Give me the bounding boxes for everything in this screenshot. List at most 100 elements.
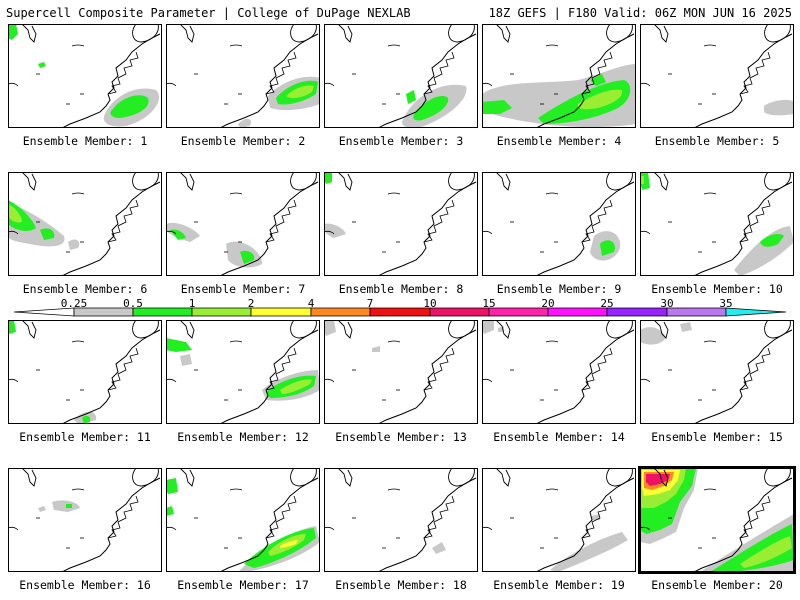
map-outline: [387, 192, 401, 195]
member-label: Ensemble Member: 17: [177, 578, 309, 592]
colorbar-swatch: [606, 307, 668, 317]
map-outline: [229, 192, 243, 195]
map-outline: [290, 172, 317, 191]
parameter-contour: [324, 320, 336, 336]
ensemble-map-panel: [482, 172, 636, 276]
parameter-contour: [734, 226, 794, 276]
map-outline: [324, 378, 335, 383]
member-label: Ensemble Member: 1: [22, 134, 148, 148]
map-outline: [179, 24, 195, 43]
map-outline: [324, 526, 335, 531]
map-outline: [166, 526, 177, 531]
map-outline: [534, 329, 635, 424]
map-outline: [581, 495, 613, 539]
map-outline: [107, 495, 139, 539]
colorbar-tick-label: 2: [247, 297, 255, 310]
map-outline: [703, 192, 717, 195]
member-label: Ensemble Member: 19: [493, 578, 625, 592]
map-outline: [166, 82, 177, 87]
parameter-contour: [238, 118, 252, 128]
member-label: Ensemble Member: 7: [180, 282, 306, 296]
map-outline: [581, 51, 613, 95]
map-outline: [703, 488, 717, 491]
map-outline: [290, 320, 317, 339]
map-outline: [534, 181, 635, 276]
panel-frame: [324, 172, 478, 276]
map-outline: [229, 340, 243, 343]
panel-frame: [482, 468, 636, 572]
map-outline: [495, 468, 511, 487]
map-outline: [218, 181, 319, 276]
map-outline: [132, 172, 159, 191]
colorbar-tick-label: 15: [482, 297, 496, 310]
colorbar-swatch: [488, 307, 549, 317]
map-outline: [60, 33, 161, 128]
map-outline: [692, 477, 793, 572]
run-info: 18Z GEFS | F180 Valid: 06Z MON JUN 16 20…: [488, 6, 792, 20]
ensemble-map-panel: [166, 172, 320, 276]
parameter-contour: [372, 346, 380, 352]
map-outline: [71, 44, 85, 47]
parameter-contour: [680, 322, 692, 332]
panel-frame: [166, 24, 320, 128]
map-outline: [482, 378, 493, 383]
parameter-contour: [406, 90, 416, 104]
member-label: Ensemble Member: 4: [496, 134, 622, 148]
map-outline: [534, 477, 635, 572]
parameter-contour: [482, 100, 512, 114]
map-outline: [265, 51, 297, 95]
map-outline: [60, 329, 161, 424]
map-outline: [606, 320, 633, 339]
map-outline: [423, 51, 455, 95]
member-label: Ensemble Member: 14: [493, 430, 625, 444]
panel-frame: [324, 468, 478, 572]
ensemble-map-panel: [166, 24, 320, 128]
ensemble-map-panel: [324, 172, 478, 276]
colorbar-tick-label: 0.5: [123, 297, 143, 310]
map-outline: [337, 468, 353, 487]
map-outline: [703, 340, 717, 343]
map-outline: [387, 488, 401, 491]
map-outline: [71, 192, 85, 195]
colorbar-tick-label: 25: [600, 297, 614, 310]
panel-frame: [482, 172, 636, 276]
parameter-contour: [40, 228, 55, 240]
parameter-contour: [8, 320, 16, 334]
map-outline: [640, 378, 651, 383]
map-outline: [107, 347, 139, 391]
map-outline: [764, 320, 791, 339]
map-outline: [495, 24, 511, 43]
colorbar-tick-label: 7: [366, 297, 374, 310]
map-outline: [545, 44, 559, 47]
map-outline: [290, 468, 317, 487]
panel-frame: [640, 172, 794, 276]
map-outline: [21, 172, 37, 191]
colorbar-swatch: [547, 307, 608, 317]
colorbar-swatch: [191, 307, 252, 317]
ensemble-map-panel: [166, 320, 320, 424]
map-outline: [581, 347, 613, 391]
parameter-contour: [577, 89, 623, 110]
map-outline: [387, 340, 401, 343]
parameter-contour: [38, 506, 46, 512]
map-outline: [495, 320, 511, 339]
member-label: Ensemble Member: 3: [338, 134, 464, 148]
map-outline: [21, 320, 37, 339]
parameter-contour: [8, 200, 36, 231]
map-outline: [653, 172, 669, 191]
member-label: Ensemble Member: 5: [654, 134, 780, 148]
panel-frame: [482, 320, 636, 424]
ensemble-map-panel: [324, 468, 478, 572]
map-outline: [640, 230, 651, 235]
parameter-contour: [110, 95, 149, 118]
parameter-contour: [280, 379, 312, 394]
map-outline: [703, 44, 717, 47]
map-outline: [423, 199, 455, 243]
parameter-contour: [740, 536, 792, 568]
map-outline: [545, 340, 559, 343]
map-outline: [653, 468, 669, 487]
map-outline: [290, 24, 317, 43]
ensemble-map-panel: [8, 320, 162, 424]
parameter-contour: [166, 338, 192, 352]
panel-frame: [324, 24, 478, 128]
